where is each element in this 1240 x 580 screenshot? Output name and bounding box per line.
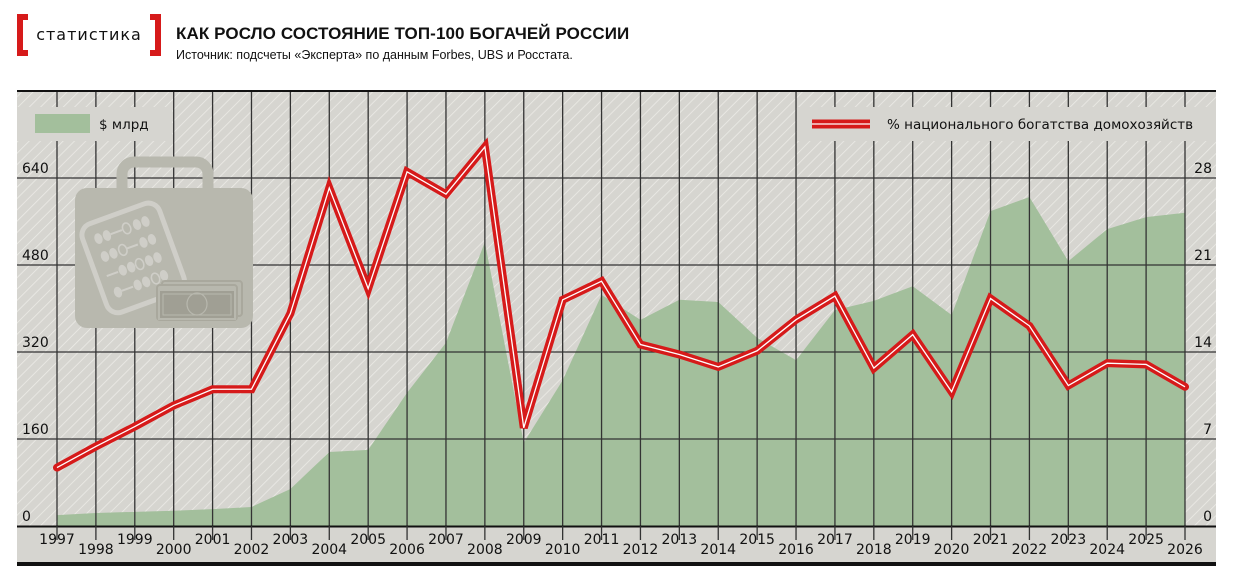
x-tick-label: 1997 xyxy=(39,532,75,548)
x-tick-label: 2008 xyxy=(467,542,503,558)
y-left-tick-label: 480 xyxy=(22,248,49,264)
y-left-tick-label: 160 xyxy=(22,422,49,438)
x-tick-label: 2012 xyxy=(623,542,659,558)
x-tick-label: 2024 xyxy=(1089,542,1125,558)
legend-line-label: % национального богатства домохозяйств xyxy=(887,117,1193,133)
frame-bottom xyxy=(17,562,1216,566)
x-tick-label: 2000 xyxy=(156,542,192,558)
x-tick-label: 2001 xyxy=(195,532,231,548)
x-tick-label: 2013 xyxy=(662,532,698,548)
x-tick-label: 1998 xyxy=(78,542,114,558)
x-tick-label: 2014 xyxy=(700,542,736,558)
x-tick-label: 2004 xyxy=(311,542,347,558)
chart-title: КАК РОСЛО СОСТОЯНИЕ ТОП-100 БОГАЧЕЙ РОСС… xyxy=(176,24,630,43)
x-tick-label: 2023 xyxy=(1050,532,1086,548)
chart-source: Источник: подсчеты «Эксперта» по данным … xyxy=(176,48,573,62)
area-series-usd-bn xyxy=(57,197,1185,526)
brand-label: статистика xyxy=(36,25,142,44)
y-right-tick-label: 28 xyxy=(1194,161,1212,177)
x-tick-label: 1999 xyxy=(117,532,153,548)
x-tick-label: 2026 xyxy=(1167,542,1203,558)
x-tick-label: 2018 xyxy=(856,542,892,558)
x-tick-label: 2025 xyxy=(1128,532,1164,548)
x-tick-label: 2005 xyxy=(350,532,386,548)
y-right-tick-label: 0 xyxy=(1203,509,1212,525)
x-tick-label: 2021 xyxy=(973,532,1009,548)
y-right-tick-label: 14 xyxy=(1194,335,1212,351)
x-axis-band xyxy=(17,527,1216,563)
x-tick-label: 2010 xyxy=(545,542,581,558)
x-tick-label: 2020 xyxy=(934,542,970,558)
y-axis-left-ticks: 0 160 320 480 640 xyxy=(22,161,49,525)
legend-area-label: $ млрд xyxy=(99,117,149,133)
y-right-tick-label: 7 xyxy=(1203,422,1212,438)
x-axis-ticks: 1997199819992000200120022003200420052006… xyxy=(39,526,1203,558)
x-tick-label: 2006 xyxy=(389,542,425,558)
x-tick-label: 2019 xyxy=(895,532,931,548)
line-series-inner-stripe xyxy=(56,145,1186,469)
x-tick-label: 2009 xyxy=(506,532,542,548)
y-left-tick-label: 320 xyxy=(22,335,49,351)
y-axis-right-ticks: 0 7 14 21 28 xyxy=(1194,161,1212,525)
y-right-tick-label: 21 xyxy=(1194,248,1212,264)
legend-area-swatch xyxy=(35,114,90,133)
x-tick-label: 2016 xyxy=(778,542,814,558)
x-tick-label: 2015 xyxy=(739,532,775,548)
x-tick-label: 2022 xyxy=(1012,542,1048,558)
x-tick-label: 2017 xyxy=(817,532,853,548)
legend-line: % национального богатства домохозяйств xyxy=(797,107,1216,141)
x-tick-label: 2011 xyxy=(584,532,620,548)
legend-area: $ млрд xyxy=(17,107,172,141)
briefcase-abacus-money-icon xyxy=(75,156,253,328)
x-tick-label: 2003 xyxy=(273,532,309,548)
x-tick-label: 2007 xyxy=(428,532,464,548)
y-left-tick-label: 640 xyxy=(22,161,49,177)
bracket-right-icon xyxy=(150,14,161,56)
x-tick-label: 2002 xyxy=(234,542,270,558)
brand-logo: статистика xyxy=(17,14,161,56)
y-left-tick-label: 0 xyxy=(22,509,31,525)
bracket-left-icon xyxy=(17,14,28,56)
